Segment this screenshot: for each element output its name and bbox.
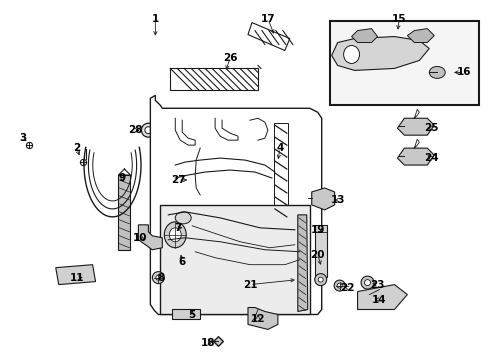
Ellipse shape bbox=[364, 280, 370, 285]
Text: 22: 22 bbox=[340, 283, 354, 293]
Polygon shape bbox=[160, 205, 309, 315]
Text: 27: 27 bbox=[171, 175, 185, 185]
Polygon shape bbox=[56, 265, 95, 285]
Polygon shape bbox=[357, 285, 407, 310]
Ellipse shape bbox=[169, 228, 181, 242]
Text: 2: 2 bbox=[73, 143, 80, 153]
Text: 13: 13 bbox=[330, 195, 344, 205]
Ellipse shape bbox=[156, 275, 161, 280]
Text: 28: 28 bbox=[128, 125, 142, 135]
Text: 9: 9 bbox=[119, 173, 126, 183]
Text: 8: 8 bbox=[157, 273, 164, 283]
Ellipse shape bbox=[360, 276, 373, 289]
Polygon shape bbox=[150, 95, 321, 315]
Text: 25: 25 bbox=[423, 123, 438, 133]
Text: 1: 1 bbox=[151, 14, 159, 24]
Text: 4: 4 bbox=[276, 143, 283, 153]
Text: 18: 18 bbox=[201, 338, 215, 348]
Polygon shape bbox=[247, 307, 277, 329]
Ellipse shape bbox=[343, 45, 359, 63]
Ellipse shape bbox=[152, 272, 164, 284]
Text: 20: 20 bbox=[310, 250, 325, 260]
Text: 7: 7 bbox=[174, 223, 182, 233]
Ellipse shape bbox=[141, 123, 155, 137]
Ellipse shape bbox=[428, 67, 444, 78]
Text: 11: 11 bbox=[69, 273, 84, 283]
Text: 26: 26 bbox=[223, 54, 237, 63]
Ellipse shape bbox=[318, 277, 323, 282]
Polygon shape bbox=[297, 215, 307, 311]
Bar bbox=[118, 175, 130, 250]
Text: 10: 10 bbox=[133, 233, 147, 243]
Bar bbox=[172, 310, 200, 319]
Ellipse shape bbox=[144, 127, 152, 134]
Text: 14: 14 bbox=[371, 294, 386, 305]
Polygon shape bbox=[331, 37, 428, 71]
Text: 23: 23 bbox=[369, 280, 384, 289]
Ellipse shape bbox=[336, 283, 342, 288]
Bar bbox=[170, 68, 258, 90]
Text: 6: 6 bbox=[178, 257, 185, 267]
Ellipse shape bbox=[175, 212, 191, 224]
Text: 5: 5 bbox=[188, 310, 195, 320]
Ellipse shape bbox=[164, 222, 186, 248]
Ellipse shape bbox=[314, 274, 326, 285]
Polygon shape bbox=[247, 23, 289, 50]
Polygon shape bbox=[311, 188, 334, 210]
Bar bbox=[273, 123, 287, 218]
Text: 24: 24 bbox=[423, 153, 438, 163]
Text: 19: 19 bbox=[310, 225, 324, 235]
Text: 17: 17 bbox=[260, 14, 275, 24]
Text: 12: 12 bbox=[250, 314, 264, 324]
Text: 3: 3 bbox=[19, 133, 26, 143]
Polygon shape bbox=[397, 118, 433, 135]
Ellipse shape bbox=[333, 280, 345, 291]
Text: 16: 16 bbox=[456, 67, 470, 77]
Text: 15: 15 bbox=[391, 14, 406, 24]
Text: 21: 21 bbox=[242, 280, 257, 289]
Bar bbox=[329, 21, 478, 105]
Polygon shape bbox=[138, 225, 162, 250]
Bar bbox=[314, 225, 326, 276]
Polygon shape bbox=[407, 28, 433, 42]
Polygon shape bbox=[351, 28, 377, 42]
Polygon shape bbox=[397, 148, 433, 165]
